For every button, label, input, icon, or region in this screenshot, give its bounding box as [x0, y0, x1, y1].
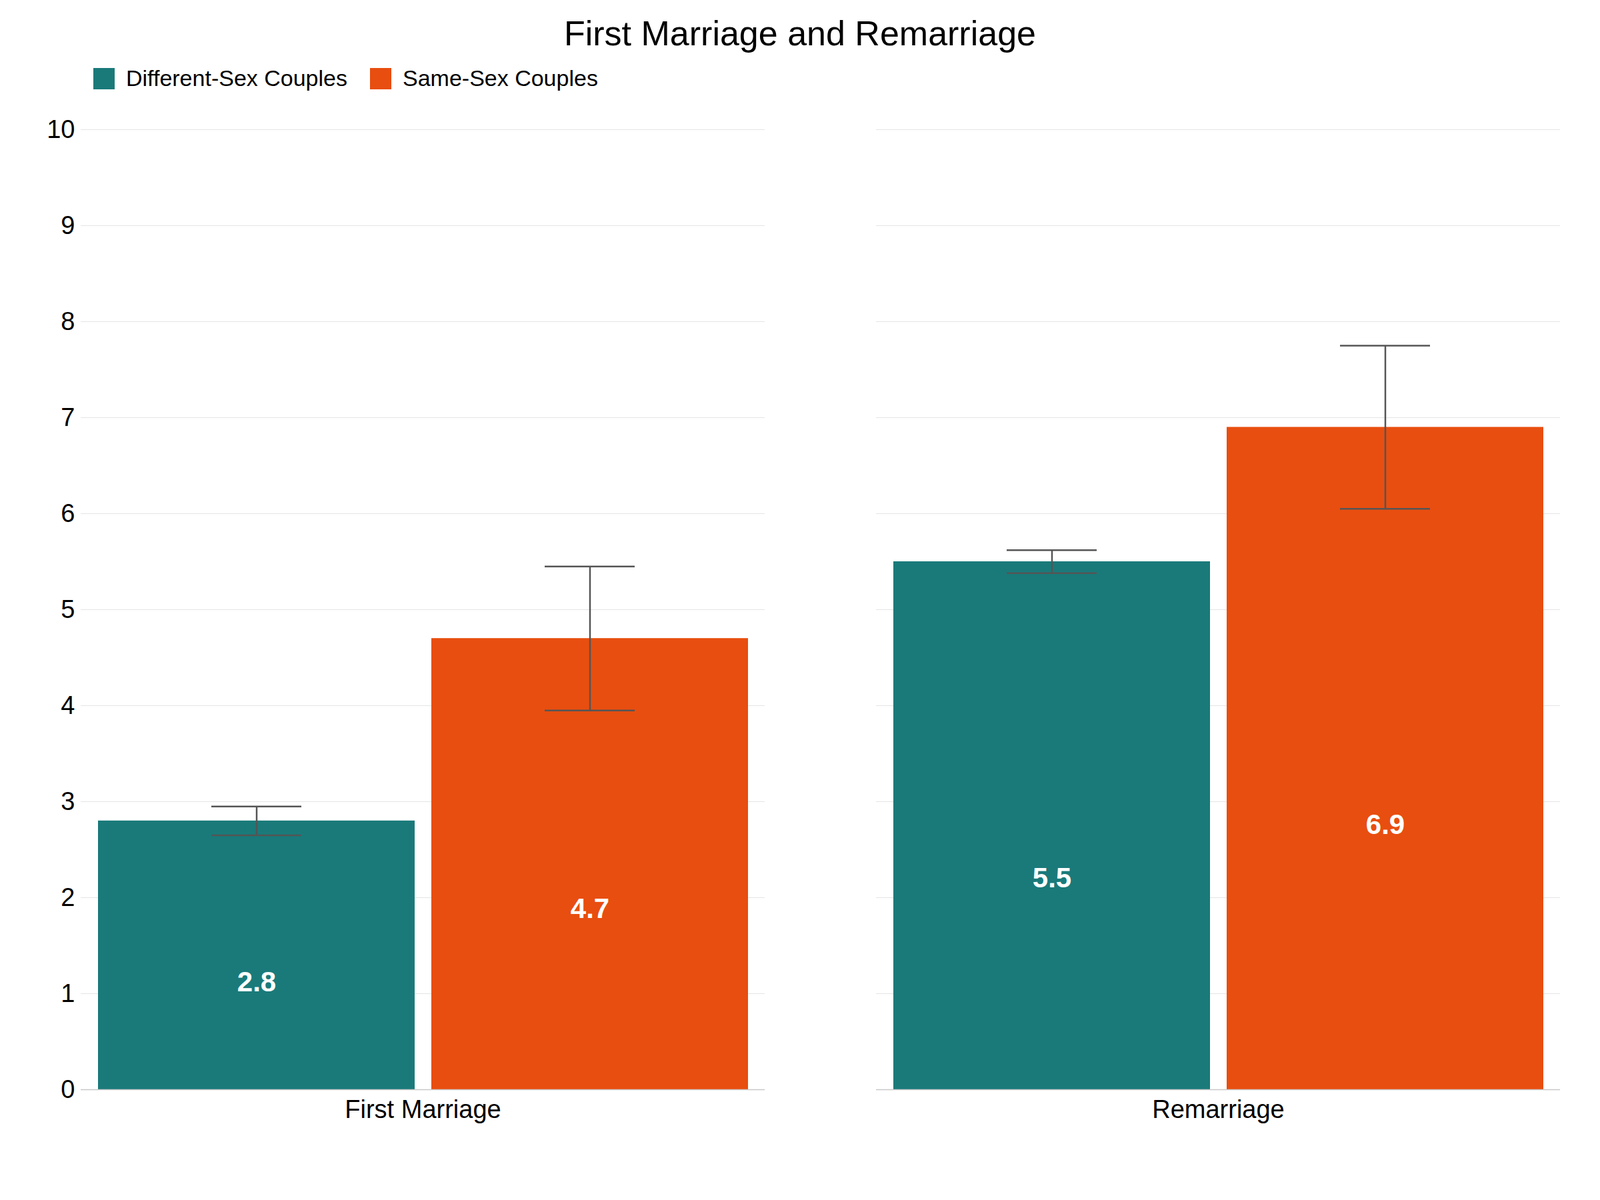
svg-text:10: 10: [46, 115, 75, 144]
svg-text:5: 5: [60, 595, 75, 624]
svg-text:1: 1: [60, 979, 75, 1008]
svg-text:2: 2: [60, 883, 75, 912]
svg-text:5.5: 5.5: [1032, 862, 1072, 894]
html-text:Same-Sex Couples: Same-Sex Couples: [402, 65, 598, 91]
svg-text:0: 0: [60, 1075, 75, 1104]
html-text:Different-Sex Couples: Different-Sex Couples: [126, 65, 348, 91]
svg-text:7: 7: [60, 403, 75, 432]
svg-text:4: 4: [60, 691, 75, 720]
svg-text:6: 6: [60, 499, 75, 528]
html-text:First Marriage and Remarriage: First Marriage and Remarriage: [564, 14, 1036, 53]
svg-text:Remarriage: Remarriage: [1152, 1095, 1285, 1124]
svg-text:9: 9: [60, 211, 75, 240]
svg-text:4.7: 4.7: [570, 892, 610, 924]
svg-text:2.8: 2.8: [237, 966, 276, 998]
svg-text:First Marriage: First Marriage: [344, 1095, 501, 1124]
svg-text:6.9: 6.9: [1366, 808, 1405, 840]
svg-text:8: 8: [60, 307, 75, 336]
svg-text:3: 3: [60, 787, 75, 816]
